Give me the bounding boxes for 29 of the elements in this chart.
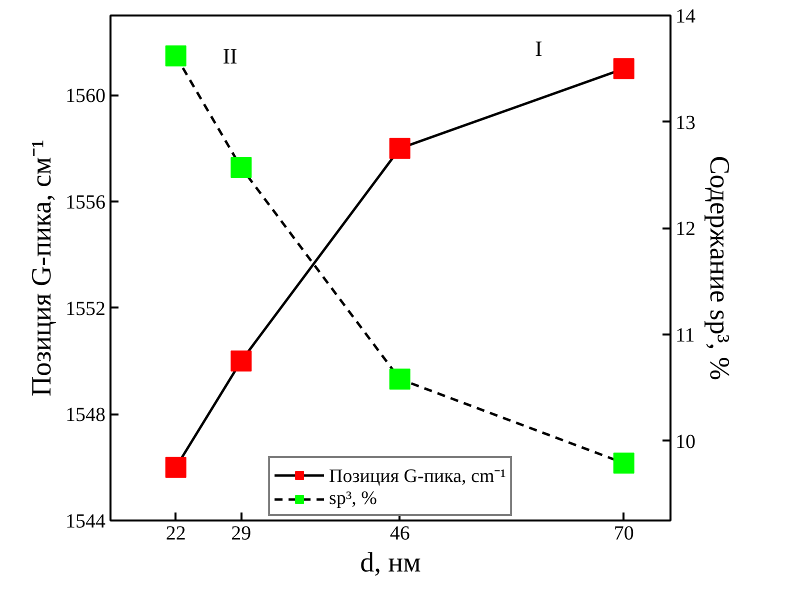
point bbox=[389, 368, 410, 390]
x-axis-title: d, нм bbox=[360, 548, 422, 578]
point bbox=[230, 350, 252, 372]
y-axis-title: Позиция G-пика, см⁻¹ bbox=[26, 140, 58, 396]
annotation: II bbox=[222, 43, 238, 68]
y-tick-label: 1548 bbox=[66, 404, 106, 426]
y2-tick-label: 12 bbox=[676, 218, 696, 240]
point bbox=[613, 452, 634, 474]
y-tick-label: 1544 bbox=[66, 510, 106, 532]
x-tick-label: 46 bbox=[390, 522, 410, 544]
x-tick-label: 29 bbox=[231, 522, 252, 544]
point bbox=[389, 138, 410, 159]
y-tick-label: 1556 bbox=[66, 192, 106, 214]
y-tick-label: 1552 bbox=[66, 298, 106, 320]
y2-axis-title: Содержание sp³, % bbox=[704, 156, 734, 380]
y2-tick-label: 13 bbox=[676, 112, 696, 134]
point bbox=[165, 456, 186, 478]
point bbox=[165, 45, 186, 66]
y-tick-label: 1560 bbox=[66, 85, 106, 108]
legend-label: Позиция G-пика, cm⁻¹ bbox=[329, 465, 506, 488]
point bbox=[230, 157, 252, 178]
legend-label: sp³, % bbox=[329, 488, 377, 510]
y2-tick-label: 11 bbox=[676, 324, 695, 346]
x-tick-label: 22 bbox=[166, 522, 186, 544]
y2-tick-label: 14 bbox=[676, 6, 696, 28]
x-tick-label: 70 bbox=[614, 522, 634, 544]
y2-tick-label: 10 bbox=[676, 430, 696, 453]
point bbox=[613, 58, 634, 80]
annotation: I bbox=[534, 36, 542, 61]
